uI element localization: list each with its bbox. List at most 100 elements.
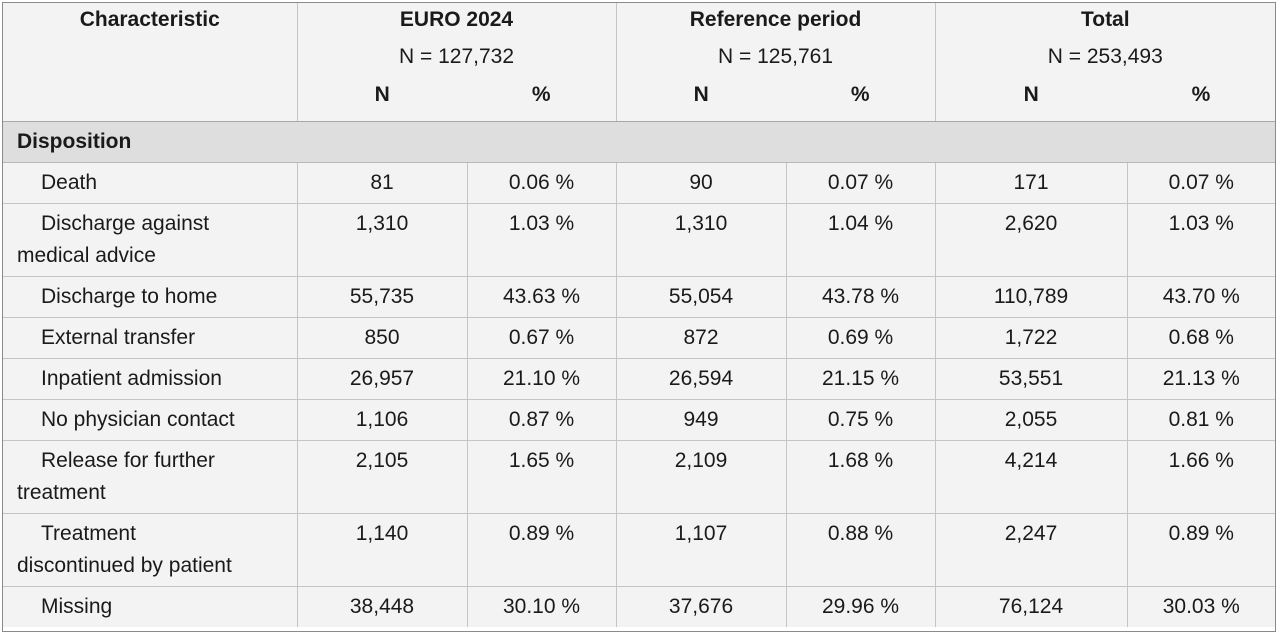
row-label-line1: Inpatient admission — [41, 366, 222, 390]
cell-percent: 21.15 % — [785, 358, 936, 400]
row-label-line2: treatment — [17, 480, 106, 504]
row-label: Inpatient admission — [3, 358, 297, 400]
cell-count: 2,109 — [615, 440, 787, 514]
cell-count: 76,124 — [934, 586, 1128, 627]
cell-count: 37,676 — [615, 586, 787, 627]
subheader-n: N — [934, 77, 1128, 122]
row-label: Discharge to home — [3, 276, 297, 318]
table-row: Discharge to home 55,735 43.63 % 55,054 43.7… — [3, 276, 1275, 318]
cell-count: 55,735 — [296, 276, 467, 318]
cell-percent: 1.65 % — [466, 440, 617, 514]
disposition-table: Characteristic EURO 2024 Reference perio… — [3, 3, 1275, 627]
cell-percent: 43.63 % — [466, 276, 617, 318]
table-header: Characteristic EURO 2024 Reference perio… — [3, 3, 1275, 122]
cell-percent: 30.10 % — [466, 586, 617, 627]
cell-percent: 29.96 % — [785, 586, 936, 627]
row-label-line1: Discharge against — [41, 211, 210, 235]
cell-percent: 43.78 % — [785, 276, 936, 318]
characteristic-header-spacer — [3, 77, 297, 122]
row-label-line2: medical advice — [17, 243, 156, 267]
cell-percent: 0.89 % — [466, 513, 617, 587]
table-row: Death 81 0.06 % 90 0.07 % 171 0.07 % — [3, 162, 1275, 204]
group-header-euro-2024: EURO 2024 — [296, 3, 617, 40]
cell-percent: 0.68 % — [1126, 317, 1275, 359]
table-row: Treatment discontinued by patient 1,140 0.8… — [3, 513, 1275, 587]
row-label: Treatment discontinued by patient — [3, 513, 297, 587]
cell-count: 2,620 — [934, 203, 1128, 277]
cell-percent: 1.03 % — [1126, 203, 1275, 277]
cell-percent: 0.81 % — [1126, 399, 1275, 441]
cell-count: 850 — [296, 317, 467, 359]
cell-count: 26,957 — [296, 358, 467, 400]
row-label-line1: No physician contact — [41, 407, 235, 431]
cell-count: 38,448 — [296, 586, 467, 627]
cell-count: 1,107 — [615, 513, 787, 587]
table-row: No physician contact 1,106 0.87 % 949 0.75 %… — [3, 399, 1275, 441]
row-label-line1: Missing — [41, 594, 113, 618]
group-header-total: Total — [934, 3, 1275, 40]
cell-percent: 0.88 % — [785, 513, 936, 587]
table-row: Release for further treatment 2,105 1.65 % 2… — [3, 440, 1275, 514]
cell-count: 90 — [615, 162, 787, 204]
row-label: External transfer — [3, 317, 297, 359]
row-label-line1: Discharge to home — [41, 284, 218, 308]
table-row: External transfer 850 0.67 % 872 0.69 % 1,722… — [3, 317, 1275, 359]
subheader-pct: % — [467, 77, 617, 122]
row-label-line1: Death — [41, 170, 98, 194]
cell-count: 1,106 — [296, 399, 467, 441]
row-label-line1: Treatment — [41, 521, 136, 545]
group-n-total: N = 253,493 — [934, 40, 1275, 77]
cell-percent: 0.69 % — [785, 317, 936, 359]
section-title-disposition: Disposition — [3, 121, 1275, 163]
subheader-pct: % — [786, 77, 936, 122]
table-body: Death 81 0.06 % 90 0.07 % 171 0.07 % Discharge … — [3, 162, 1275, 627]
subheader-n: N — [615, 77, 787, 122]
cell-percent: 0.06 % — [466, 162, 617, 204]
cell-percent: 0.89 % — [1126, 513, 1275, 587]
group-n-reference-period: N = 125,761 — [615, 40, 936, 77]
row-label: Release for further treatment — [3, 440, 297, 514]
characteristic-header: Characteristic — [3, 3, 297, 40]
cell-count: 26,594 — [615, 358, 787, 400]
row-label-line1: External transfer — [41, 325, 196, 349]
characteristic-header-spacer — [3, 40, 297, 77]
cell-percent: 0.67 % — [466, 317, 617, 359]
group-header-reference-period: Reference period — [615, 3, 936, 40]
table-row: Missing 38,448 30.10 % 37,676 29.96 % 76,124 3… — [3, 586, 1275, 627]
cell-percent: 0.87 % — [466, 399, 617, 441]
cell-count: 1,310 — [615, 203, 787, 277]
cell-count: 872 — [615, 317, 787, 359]
cell-count: 949 — [615, 399, 787, 441]
cell-percent: 21.10 % — [466, 358, 617, 400]
row-label-line1: Release for further — [41, 448, 215, 472]
cell-count: 2,247 — [934, 513, 1128, 587]
table-row: Inpatient admission 26,957 21.10 % 26,594 21… — [3, 358, 1275, 400]
subheader-n: N — [296, 77, 467, 122]
row-label: No physician contact — [3, 399, 297, 441]
cell-percent: 43.70 % — [1126, 276, 1275, 318]
cell-percent: 1.04 % — [785, 203, 936, 277]
table-row: Discharge against medical advice 1,310 1.03… — [3, 203, 1275, 277]
row-label: Discharge against medical advice — [3, 203, 297, 277]
cell-count: 2,055 — [934, 399, 1128, 441]
cell-percent: 1.68 % — [785, 440, 936, 514]
cell-count: 2,105 — [296, 440, 467, 514]
cell-percent: 21.13 % — [1126, 358, 1275, 400]
cell-percent: 1.03 % — [466, 203, 617, 277]
row-label: Missing — [3, 586, 297, 627]
cell-count: 1,140 — [296, 513, 467, 587]
cell-percent: 0.07 % — [1126, 162, 1275, 204]
cell-percent: 0.75 % — [785, 399, 936, 441]
cell-percent: 0.07 % — [785, 162, 936, 204]
cell-percent: 30.03 % — [1126, 586, 1275, 627]
cell-count: 171 — [934, 162, 1128, 204]
cell-count: 55,054 — [615, 276, 787, 318]
cell-count: 1,310 — [296, 203, 467, 277]
cell-count: 110,789 — [934, 276, 1128, 318]
group-n-euro-2024: N = 127,732 — [296, 40, 617, 77]
cell-percent: 1.66 % — [1126, 440, 1275, 514]
cell-count: 4,214 — [934, 440, 1128, 514]
cell-count: 81 — [296, 162, 467, 204]
cell-count: 1,722 — [934, 317, 1128, 359]
